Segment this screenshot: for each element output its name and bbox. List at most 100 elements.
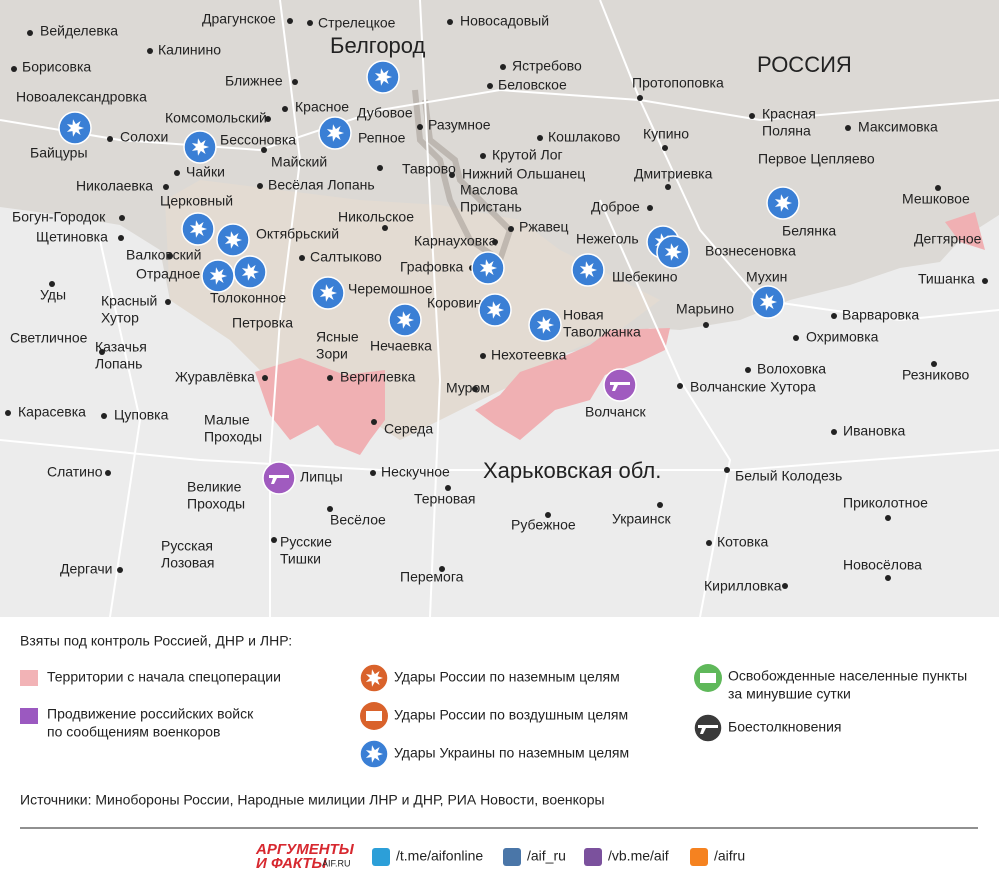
place-label: Лопань — [95, 356, 142, 372]
place-dot — [545, 512, 551, 518]
place-dot — [793, 335, 799, 341]
place-label: Протопоповка — [632, 75, 724, 91]
place-label: Новосёлова — [843, 557, 922, 573]
place-label: Бессоновка — [220, 132, 296, 148]
place-label: Богун-Городок — [12, 209, 106, 225]
legend-label: Территории с начала спецоперации — [47, 669, 281, 685]
place-dot — [107, 136, 113, 142]
place-label: Белянка — [782, 223, 836, 239]
icon-burst — [241, 263, 259, 281]
place-dot — [508, 226, 514, 232]
place-dot — [105, 470, 111, 476]
logo: АРГУМЕНТЫ И ФАКТЫ AIF.RU — [255, 841, 355, 872]
place-label: Малые — [204, 412, 250, 428]
place-dot — [845, 125, 851, 131]
place-label: Резниково — [902, 367, 970, 383]
legend-label: Боестолкновения — [728, 719, 842, 735]
place-label: Вознесеновка — [705, 243, 796, 259]
place-label: Красная — [762, 106, 816, 122]
logo-site: AIF.RU — [322, 858, 351, 868]
place-dot — [167, 253, 173, 259]
place-label: Дегтярное — [914, 231, 982, 247]
place-dot — [831, 429, 837, 435]
place-label: Журавлёвка — [175, 369, 255, 385]
place-label: Беловское — [498, 77, 567, 93]
place-label: Графовка — [400, 259, 464, 275]
place-label: Первое Цепляево — [758, 151, 875, 167]
social-link[interactable]: /aif_ru — [527, 848, 566, 864]
place-label: Охримовка — [806, 329, 879, 345]
place-dot — [745, 367, 751, 373]
place-label: Разумное — [428, 117, 491, 133]
places: Драгунское Стрелецкое Новосадовый Вейделевк… — [5, 11, 988, 594]
icon-burst — [224, 231, 242, 249]
social-link[interactable]: /aifru — [714, 848, 745, 864]
place-label: Таволжанка — [563, 324, 641, 340]
sources: Источники: Минобороны России, Народные м… — [20, 792, 605, 808]
place-label: Дубовое — [357, 105, 413, 121]
social-icon[interactable] — [372, 848, 390, 866]
place-dot — [11, 66, 17, 72]
place-label: Волоховка — [757, 361, 826, 377]
social-icon[interactable] — [690, 848, 708, 866]
place-label: Хутор — [101, 310, 139, 326]
icon-gun — [698, 725, 718, 734]
place-label: Варваровка — [842, 307, 919, 323]
place-dot — [271, 537, 277, 543]
strike-icon — [571, 253, 605, 287]
place-dot — [282, 106, 288, 112]
social-link[interactable]: /vb.me/aif — [608, 848, 669, 864]
strike-icon — [58, 111, 92, 145]
place-label: Середа — [384, 421, 433, 437]
clash-icon — [262, 461, 296, 495]
social-icon[interactable] — [584, 848, 602, 866]
place-label: Нежеголь — [576, 231, 639, 247]
place-label: Доброе — [591, 199, 640, 215]
place-dot — [537, 135, 543, 141]
icon-burst — [209, 267, 227, 285]
place-label: Валковский — [126, 247, 201, 263]
place-dot — [831, 313, 837, 319]
city-area — [412, 89, 514, 265]
place-label: Отрадное — [136, 266, 201, 282]
icon-burst — [396, 311, 414, 329]
place-dot — [49, 281, 55, 287]
place-dot — [299, 255, 305, 261]
place-dot — [147, 48, 153, 54]
place-label: Новоалександровка — [16, 89, 147, 105]
place-label: Коровино — [427, 295, 490, 311]
legend-swatch — [20, 708, 38, 724]
place-label: Салтыково — [310, 249, 382, 265]
place-label: Новосадовый — [460, 13, 549, 29]
place-label: Кошлаково — [548, 129, 620, 145]
social-link[interactable]: /t.me/aifonline — [396, 848, 483, 864]
legend-icon-glyph — [366, 711, 382, 721]
place-label: Маслова — [460, 182, 518, 198]
legend-label: Продвижение российских войск — [47, 706, 254, 722]
place-label: Мухин — [746, 269, 787, 285]
place-label: Нехотеевка — [491, 347, 567, 363]
icon-burst — [365, 669, 383, 687]
strike-icon — [471, 251, 505, 285]
social-icon[interactable] — [503, 848, 521, 866]
strike-icon — [528, 308, 562, 342]
place-dot — [782, 583, 788, 589]
legend-title: Взяты под контроль Россией, ДНР и ЛНР: — [20, 633, 292, 649]
icon-burst — [189, 220, 207, 238]
legend-label: Удары России по наземным целям — [394, 669, 620, 685]
place-dot — [480, 353, 486, 359]
place-dot — [749, 113, 755, 119]
strike-icon — [183, 130, 217, 164]
legend-label: по сообщениям военкоров — [47, 724, 220, 740]
place-label: Русские — [280, 534, 332, 550]
place-dot — [677, 383, 683, 389]
place-label: Репное — [358, 130, 406, 146]
place-dot — [439, 566, 445, 572]
place-label: Крутой Лог — [492, 147, 563, 163]
place-dot — [982, 278, 988, 284]
place-dot — [118, 235, 124, 241]
place-label: Великие — [187, 479, 242, 495]
place-dot — [657, 502, 663, 508]
place-label: Нечаевка — [370, 338, 432, 354]
place-label: Ивановка — [843, 423, 906, 439]
